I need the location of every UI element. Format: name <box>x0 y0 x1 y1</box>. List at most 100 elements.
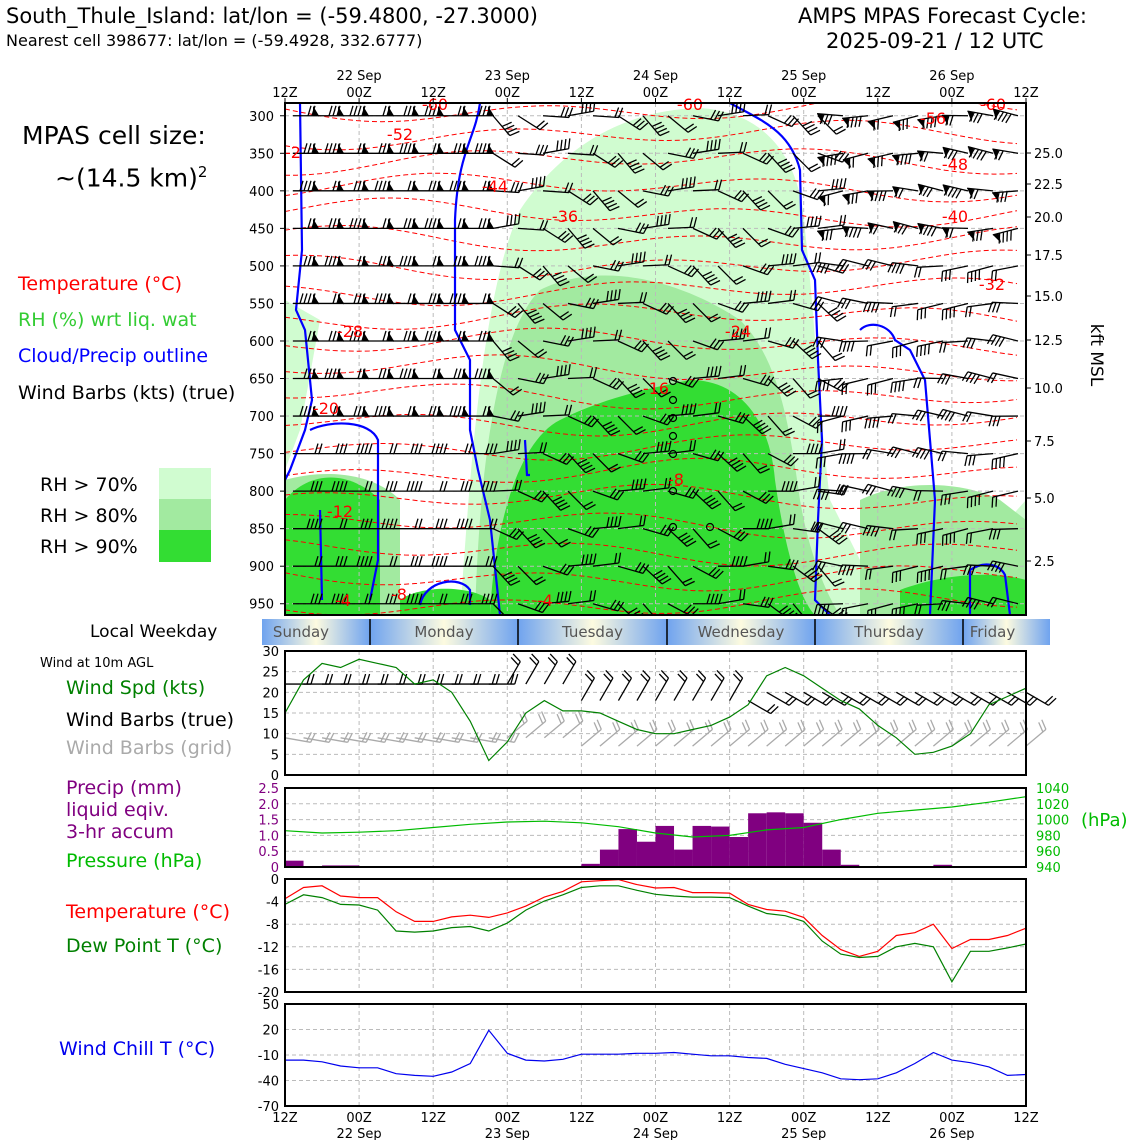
bottom-date-label: 23 Sep <box>485 1127 530 1140</box>
barb-feather <box>557 230 567 239</box>
wind-barb <box>418 105 444 117</box>
barb-feather <box>458 732 465 743</box>
barb-shaft <box>1025 728 1047 747</box>
wind-barb-true <box>617 670 633 701</box>
barb-feather <box>439 443 444 454</box>
barb-shaft <box>817 528 840 545</box>
wind-barb-grid <box>692 719 714 747</box>
barb-feather <box>743 141 748 153</box>
barb-feather <box>915 448 923 458</box>
barb-feather <box>897 224 905 234</box>
barb-shaft <box>991 301 1019 305</box>
barb-feather <box>687 125 698 133</box>
barb-feather <box>593 590 597 601</box>
bottom-time-tick-label: 00Z <box>791 1111 817 1126</box>
barb-feather <box>552 496 563 503</box>
barb-feather <box>591 528 600 538</box>
barb-shaft <box>892 446 919 455</box>
wind-barb <box>842 152 869 169</box>
barb-feather <box>532 539 543 546</box>
barb-feather <box>899 697 909 706</box>
barb-shaft <box>525 720 547 739</box>
wind-barb <box>939 565 969 580</box>
y-tick-label: -10 <box>258 1049 279 1064</box>
barb-feather <box>906 118 909 129</box>
barb-feather <box>819 114 825 125</box>
barb-feather <box>510 181 516 193</box>
barb-shaft <box>892 115 919 123</box>
barb-feather <box>995 496 998 507</box>
wind-barb <box>418 405 444 417</box>
barb-shaft <box>667 565 686 587</box>
wind-barb <box>892 186 919 199</box>
barb-shaft <box>892 262 919 267</box>
wind-barb <box>767 152 796 174</box>
wind-barb <box>567 190 599 206</box>
barb-feather <box>928 569 931 581</box>
barb-feather <box>558 538 569 545</box>
barb-feather <box>809 393 820 399</box>
barb-feather <box>914 695 924 704</box>
barb-feather <box>357 143 362 154</box>
barb-feather <box>457 293 462 304</box>
barb-shaft <box>517 227 544 231</box>
wind-barb <box>418 556 448 567</box>
barb-feather <box>336 180 341 192</box>
precip-bar <box>766 812 786 867</box>
barb-feather <box>759 374 767 384</box>
barb-feather <box>891 262 897 274</box>
barb-feather <box>568 404 573 416</box>
barb-feather <box>482 218 487 229</box>
barb-feather <box>710 279 721 286</box>
barb-feather <box>818 719 825 730</box>
wind-barb <box>343 143 369 154</box>
barb-feather <box>547 656 556 666</box>
barb-feather <box>817 476 821 487</box>
wind-barb <box>887 262 919 275</box>
barb-feather <box>586 670 595 679</box>
barb-feather <box>513 732 520 743</box>
contour-label: -12 <box>327 502 353 521</box>
wind-barb <box>517 490 550 503</box>
barb-shaft <box>636 728 658 747</box>
wind-barb <box>443 180 469 192</box>
contour-label: -40 <box>942 207 968 226</box>
wind-grid-label: Wind Barbs (grid) <box>66 737 233 759</box>
barb-feather <box>556 713 562 724</box>
wind-barb-true <box>580 670 595 701</box>
barb-feather <box>718 179 723 190</box>
barb-feather <box>894 381 897 393</box>
barb-feather <box>964 455 968 467</box>
barb-feather <box>403 143 408 154</box>
wind-barb <box>343 405 369 417</box>
barb-feather <box>558 452 567 462</box>
barb-feather <box>453 405 458 417</box>
barb-feather <box>714 179 719 191</box>
barb-feather <box>364 593 369 604</box>
barb-shaft <box>667 377 693 388</box>
barb-feather <box>880 155 883 167</box>
barb-feather <box>969 532 973 544</box>
wind-barb <box>517 442 548 455</box>
barb-feather <box>811 352 822 360</box>
barb-feather <box>752 419 763 427</box>
barb-feather <box>833 125 844 132</box>
wind-barb <box>443 330 469 342</box>
wind-barb <box>393 143 419 154</box>
wind-barb <box>393 405 419 417</box>
barb-feather <box>840 523 848 533</box>
barb-shaft <box>692 115 719 122</box>
barb-feather <box>485 443 490 454</box>
barb-feather <box>766 265 775 276</box>
wind-barb <box>293 443 323 455</box>
barb-feather <box>844 299 851 310</box>
barb-feather <box>768 327 772 338</box>
barb-feather <box>917 490 922 501</box>
barb-feather <box>865 260 873 270</box>
wind-barb <box>692 302 721 323</box>
barb-feather <box>765 495 774 504</box>
barb-feather <box>663 185 671 196</box>
barb-shaft <box>617 190 639 208</box>
wind-barb <box>368 143 394 154</box>
barb-feather <box>461 255 466 267</box>
